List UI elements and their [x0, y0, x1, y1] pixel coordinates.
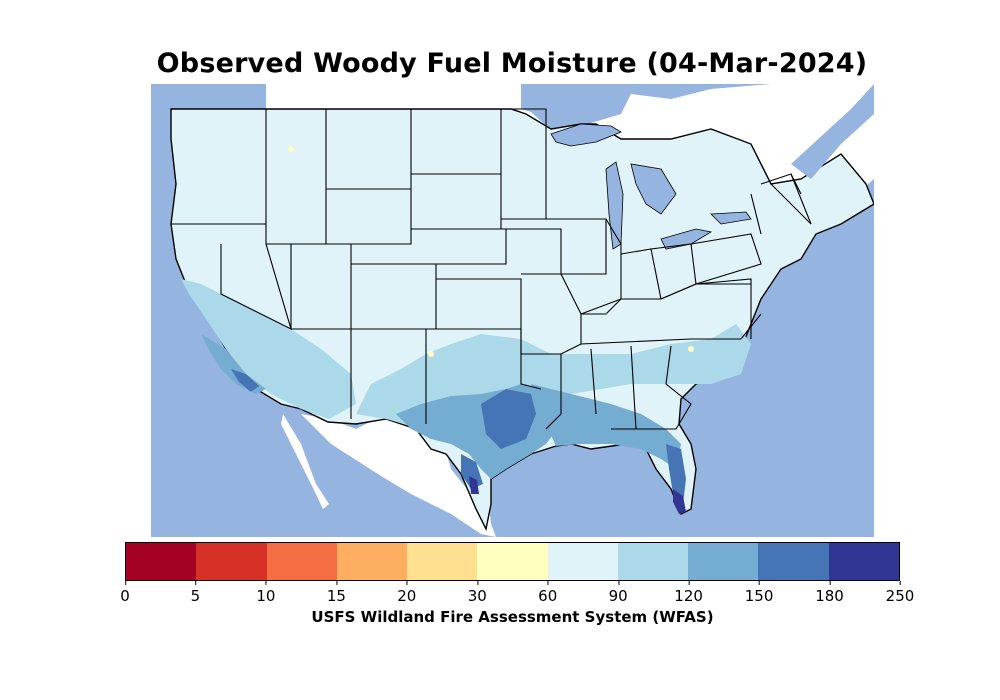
colorbar-tick-label: 15 [326, 587, 346, 605]
lake-ontario [710, 211, 752, 225]
fuel-moisture-map [151, 84, 874, 537]
moisture-band-90-120-west [181, 279, 356, 419]
colorbar-tick: 30 [468, 581, 487, 605]
moisture-band-150-180-houston [481, 389, 536, 449]
colorbar-tick-label: 0 [120, 587, 130, 605]
colorbar-tick-label: 20 [397, 587, 417, 605]
colorbar-bin-60-90 [547, 543, 618, 580]
colorbar-tick: 0 [120, 581, 130, 605]
colorbar-bin-15-20 [336, 543, 408, 580]
colorbar-tick-label: 5 [190, 587, 201, 605]
moisture-speck-30-60-carolina [688, 346, 694, 352]
colorbar-tick: 120 [674, 581, 703, 605]
colorbar-label: USFS Wildland Fire Assessment System (WF… [311, 608, 714, 626]
colorbar-bin-150-180 [758, 543, 829, 580]
moisture-speck-30-60-montana [288, 146, 294, 152]
mexico-land [301, 414, 496, 537]
colorbar-tick-label: 250 [885, 587, 915, 605]
moisture-band-180-250-florida [673, 489, 686, 514]
gulf-of-st-lawrence [791, 84, 874, 179]
colorbar-tick-label: 90 [608, 587, 628, 605]
moisture-band-120-150-gulf [531, 384, 681, 469]
colorbar-tick: 15 [327, 581, 346, 605]
colorbar-bin-5-10 [196, 543, 267, 580]
colorbar-bin-120-150 [688, 543, 759, 580]
state-borders [171, 108, 812, 430]
colorbar-tick-label: 10 [256, 587, 276, 605]
colorbar-ticks: 0 5 10 15 20 30 60 90 120 150 180 250 [120, 581, 914, 611]
moisture-band-150-180-la [231, 369, 259, 392]
lake-superior [550, 123, 622, 147]
colorbar-bin-10-15 [266, 543, 337, 580]
colorbar-tick-label: 120 [674, 587, 703, 605]
moisture-band-150-180-florida [666, 444, 686, 504]
colorbar-bin-180-250 [828, 543, 899, 580]
moisture-band-150-180-south-texas [461, 454, 483, 489]
colorbar-tick: 150 [744, 581, 774, 605]
colorbar-tick-label: 150 [744, 587, 774, 605]
colorbar-tick-label: 30 [467, 587, 487, 605]
colorbar-tick: 60 [538, 581, 557, 605]
colorbar-tick-label: 180 [815, 587, 844, 605]
colorbar-tick: 90 [609, 581, 628, 605]
lake-huron [630, 163, 677, 215]
moisture-band-180-250-texas [469, 476, 479, 494]
baja-land [281, 414, 329, 509]
colorbar-tick: 5 [190, 581, 201, 605]
colorbar [125, 542, 900, 581]
moisture-speck-30-60-new-mexico [428, 351, 434, 357]
colorbar-bin-0-5 [126, 543, 197, 580]
colorbar-tick: 20 [397, 581, 416, 605]
colorbar-tick: 180 [815, 581, 844, 605]
colorbar-bin-90-120 [617, 543, 689, 580]
map-title: Observed Woody Fuel Moisture (04-Mar-202… [156, 48, 868, 79]
colorbar-tick-label: 60 [538, 587, 558, 605]
colorbar-tick: 250 [885, 581, 915, 605]
colorbar-bin-20-30 [407, 543, 478, 580]
colorbar-bin-30-60 [477, 543, 548, 580]
colorbar-tick: 10 [256, 581, 275, 605]
